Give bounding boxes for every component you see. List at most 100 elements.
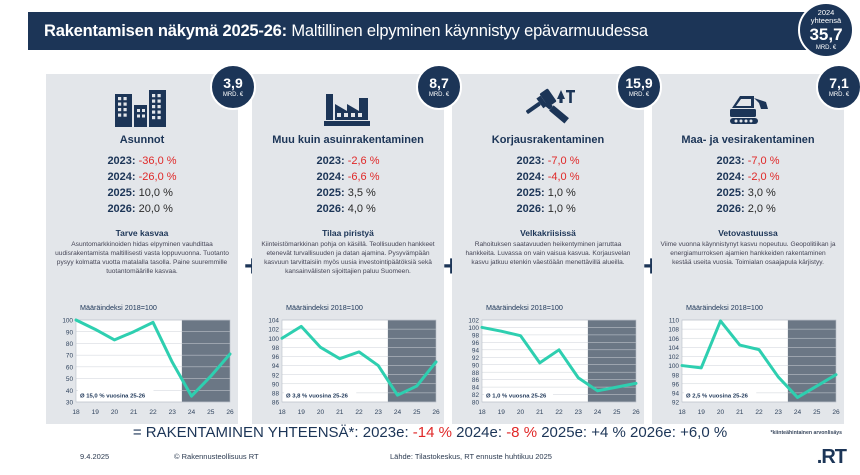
rt-logo: .RT [816, 446, 847, 468]
svg-text:84: 84 [472, 385, 480, 392]
svg-text:80: 80 [66, 341, 74, 348]
svg-text:92: 92 [272, 372, 280, 379]
svg-text:96: 96 [272, 354, 280, 361]
svg-text:21: 21 [536, 409, 544, 416]
svg-text:60: 60 [66, 364, 74, 371]
svg-text:94: 94 [472, 347, 480, 354]
panel-description: Viime vuonna käynnistynyt kasvu nopeutuu… [660, 240, 836, 266]
panel-title: Maa- ja vesirakentaminen [681, 134, 815, 146]
svg-text:20: 20 [111, 409, 119, 416]
year-label: 2024: [716, 170, 745, 183]
svg-text:94: 94 [672, 390, 680, 397]
panel-badge-value: 8,7 [429, 75, 449, 91]
year-row: 2023: -36,0 % [107, 154, 176, 170]
total-badge-value: 35,7 [809, 24, 843, 44]
svg-text:100: 100 [468, 325, 479, 332]
chart-maa-ja-vesirakentaminen: Määräindeksi 2018=100 92 94 96 98 100 102 104 1… [656, 303, 840, 418]
panel-year-list: 2023: -7,0 % 2024: -2,0 % 2025: 3,0 % 20… [717, 154, 780, 218]
year-value: 3,5 % [347, 186, 376, 199]
page-title: Rakentamisen näkymä 2025-26: Maltillinen… [44, 22, 648, 41]
chart-caption: Määräindeksi 2018=100 [80, 303, 157, 312]
svg-text:106: 106 [668, 336, 679, 343]
panel-title: Muu kuin asuinrakentaminen [272, 134, 424, 146]
panel-badge-unit: MRD. € [428, 91, 450, 98]
svg-text:82: 82 [472, 392, 480, 399]
svg-text:25: 25 [413, 409, 421, 416]
panel-badge-value: 3,9 [223, 75, 243, 91]
year-value: -6,6 % [347, 170, 380, 183]
svg-text:80: 80 [472, 400, 480, 407]
svg-text:18: 18 [478, 409, 486, 416]
year-row: 2026: 20,0 % [107, 202, 176, 218]
year-row: 2025: 3,0 % [717, 186, 780, 202]
svg-text:20: 20 [517, 409, 525, 416]
chart-asunnot: Määräindeksi 2018=100 30 40 50 60 70 80 90 100 1… [50, 303, 234, 418]
svg-text:23: 23 [775, 409, 783, 416]
year-row: 2024: -4,0 % [517, 170, 580, 186]
total-badge-sub: yhteensä [810, 15, 842, 25]
panel-lead: Velkakriisissä [520, 227, 576, 238]
svg-text:23: 23 [169, 409, 177, 416]
panel-badge: 3,9 MRD. € [210, 64, 256, 110]
year-label: 2026: [107, 202, 136, 215]
panel-lead: Tarve kasvaa [115, 227, 169, 238]
panel-year-list: 2023: -36,0 % 2024: -26,0 % 2025: 10,0 %… [107, 154, 176, 218]
year-label: 2025: [316, 186, 345, 199]
chart-korjausrakentaminen: Määräindeksi 2018=100 80 82 84 86 88 90 92 94 96… [456, 303, 640, 418]
year-row: 2024: -26,0 % [107, 170, 176, 186]
panel-lead: Vetovastuussa [718, 227, 778, 238]
svg-text:Ø 2,5 % vuosina 25-26: Ø 2,5 % vuosina 25-26 [686, 394, 749, 400]
svg-text:92: 92 [472, 355, 480, 362]
svg-text:86: 86 [472, 377, 480, 384]
year-value: -7,0 % [747, 155, 780, 167]
year-value: -7,0 % [547, 155, 580, 167]
panel-title: Korjausrakentaminen [491, 134, 605, 146]
panel-badge-value: 7,1 [829, 75, 849, 91]
svg-text:100: 100 [268, 336, 279, 343]
chart-muu-kuin-asuinrakentaminen: Määräindeksi 2018=100 86 88 90 92 94 96 98 100 1… [256, 303, 440, 418]
svg-text:88: 88 [472, 370, 480, 377]
panel-badge: 7,1 MRD. € [816, 64, 860, 110]
year-value: 3,0 % [747, 186, 776, 199]
year-value: -4,0 % [547, 170, 580, 183]
footer-source: Lähde: Tilastokeskus, RT ennuste huhtiku… [390, 452, 552, 461]
svg-text:25: 25 [207, 409, 215, 416]
buildings-icon [111, 86, 173, 130]
year-row: 2023: -2,6 % [317, 154, 380, 170]
panel-asunnot: 3,9 MRD. € [46, 64, 256, 424]
year-row: 2023: -7,0 % [717, 154, 780, 170]
svg-text:94: 94 [272, 363, 280, 370]
year-value: 2,0 % [747, 202, 776, 215]
panel-badge: 15,9 MRD. € [616, 64, 662, 110]
svg-text:96: 96 [472, 340, 480, 347]
svg-text:26: 26 [632, 409, 640, 416]
svg-text:86: 86 [272, 400, 280, 407]
year-label: 2025: [716, 186, 745, 199]
chart-caption: Määräindeksi 2018=100 [286, 303, 363, 312]
svg-text:22: 22 [755, 409, 763, 416]
svg-text:40: 40 [66, 388, 74, 395]
total-badge-unit: MRD. € [815, 44, 837, 51]
summary-2023: -14 % [412, 424, 452, 441]
summary-mid1: 2024e: [451, 424, 507, 441]
svg-text:100: 100 [62, 318, 73, 325]
svg-text:23: 23 [575, 409, 583, 416]
panel-description: Asuntomarkkinoiden hidas elpyminen vauhd… [55, 240, 229, 276]
svg-text:110: 110 [669, 318, 680, 325]
year-row: 2024: -2,0 % [717, 170, 780, 186]
summary-prefix: = RAKENTAMINEN YHTEENSÄ*: 2023e: [132, 424, 413, 441]
year-label: 2026: [516, 202, 545, 215]
renovation-tools-icon [519, 86, 577, 130]
svg-text:18: 18 [278, 409, 286, 416]
header-bar: Rakentamisen näkymä 2025-26: Maltillinen… [28, 12, 832, 50]
year-value: -2,6 % [347, 155, 380, 167]
year-label: 2025: [516, 186, 545, 199]
panel-badge-unit: MRD. € [222, 91, 244, 98]
svg-text:24: 24 [594, 409, 602, 416]
panel-badge: 8,7 MRD. € [416, 64, 462, 110]
svg-text:26: 26 [832, 409, 840, 416]
svg-text:108: 108 [668, 327, 679, 334]
svg-text:22: 22 [355, 409, 363, 416]
chart-caption: Määräindeksi 2018=100 [486, 303, 563, 312]
year-label: 2023: [716, 155, 745, 167]
